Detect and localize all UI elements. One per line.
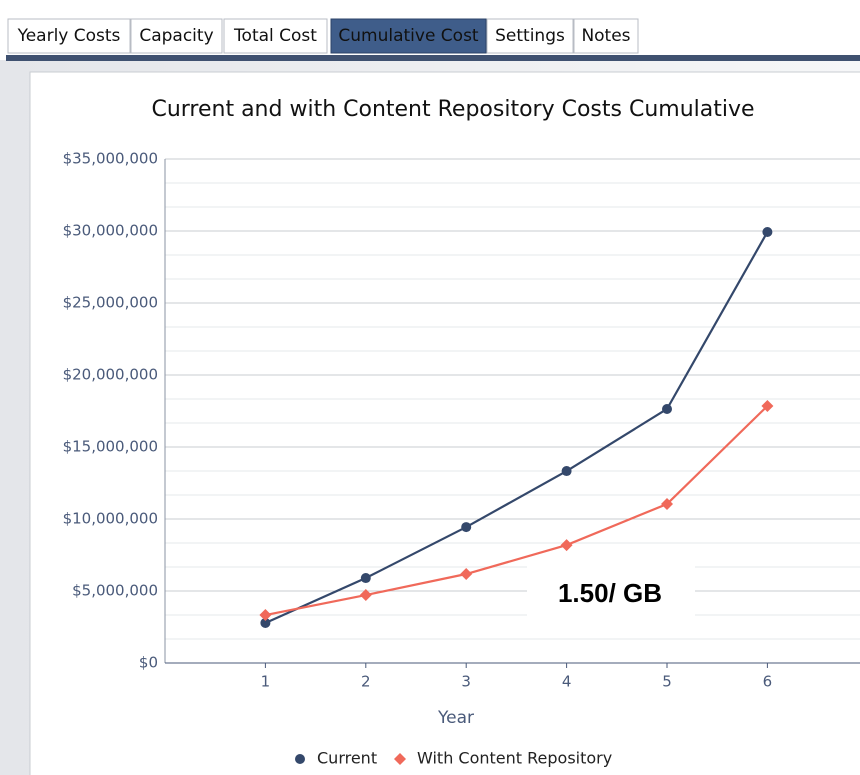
tab-label: Cumulative Cost (338, 26, 479, 46)
tab-label: Total Cost (233, 26, 317, 46)
chart-title: Current and with Content Repository Cost… (151, 97, 754, 122)
marker (461, 522, 472, 533)
tab-bar-underline (6, 55, 860, 61)
marker (295, 754, 305, 764)
marker (662, 403, 672, 414)
series-line (264, 231, 769, 624)
x-tick-label: 4 (562, 673, 572, 691)
series-line (265, 405, 769, 617)
tab-background (130, 18, 223, 54)
x-tick-label: 3 (461, 673, 471, 691)
plot (164, 158, 860, 668)
tab-background (486, 18, 574, 54)
tab-background (573, 18, 639, 54)
marker (360, 573, 371, 584)
marker (661, 498, 673, 511)
tab[interactable]: Notes (573, 18, 639, 54)
annotation-box (527, 565, 695, 621)
tab-label: Capacity (139, 26, 213, 46)
marker (260, 617, 271, 628)
y-tick-label: $10,000,000 (63, 510, 158, 528)
marker (259, 609, 272, 622)
marker (394, 753, 406, 765)
tab-background (330, 18, 487, 54)
y-tick-label: $35,000,000 (63, 150, 158, 168)
x-tick-label: 1 (261, 673, 271, 691)
tab-label: Notes (581, 26, 630, 46)
x-axis-title: Year (437, 708, 474, 728)
y-tick-label: $25,000,000 (63, 294, 158, 312)
marker (359, 589, 372, 602)
x-tick-label: 6 (763, 673, 773, 691)
tab[interactable]: Yearly Costs (7, 18, 131, 54)
marker (762, 227, 773, 238)
tab[interactable]: Capacity (130, 18, 223, 54)
tab-strip: Yearly Costs Capacity Total Cost Cumulative… (7, 18, 639, 54)
y-tick-label: $30,000,000 (63, 222, 158, 240)
marker (460, 568, 473, 581)
marker (761, 399, 774, 412)
tab-background (223, 18, 328, 54)
tab[interactable]: Settings (486, 18, 574, 54)
tab-background (7, 18, 131, 54)
x-tick-label: 5 (662, 673, 672, 691)
y-tick-label: $5,000,000 (72, 582, 158, 600)
y-tick-label: $0 (139, 654, 158, 672)
tab-label: Settings (495, 26, 565, 46)
tab-label: Yearly Costs (17, 26, 121, 46)
y-tick-label: $20,000,000 (63, 366, 158, 384)
x-tick-label: 2 (361, 673, 371, 691)
legend: Current With Content Repository (295, 749, 612, 768)
tab[interactable]: Total Cost (223, 18, 328, 54)
marker (561, 466, 572, 477)
marker (560, 539, 573, 552)
y-tick-label: $15,000,000 (63, 438, 158, 456)
tab[interactable]: Cumulative Cost (330, 18, 487, 54)
annotation: 1.50/ GB (558, 578, 662, 608)
legend-label: With Content Repository (417, 749, 612, 768)
legend-label: Current (317, 749, 377, 768)
